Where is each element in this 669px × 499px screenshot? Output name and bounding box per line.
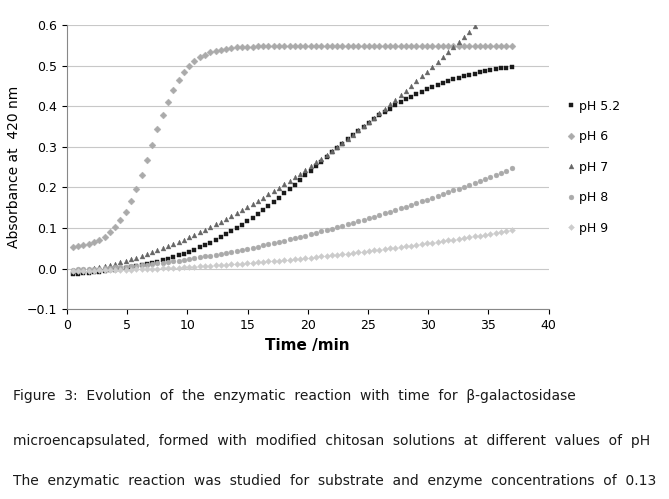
pH 8 (402, 204, 410, 210)
pH 8 (508, 166, 516, 172)
pH 8 (69, 266, 77, 272)
Line: pH 7: pH 7 (70, 0, 514, 273)
pH 6 (508, 43, 516, 49)
pH 7 (402, 88, 410, 94)
Line: pH 5.2: pH 5.2 (70, 64, 514, 276)
pH 8 (74, 266, 82, 272)
pH 5.2 (286, 186, 294, 192)
pH 6 (402, 43, 410, 49)
pH 9 (286, 256, 294, 262)
pH 9 (74, 268, 82, 274)
pH 9 (264, 258, 272, 264)
pH 7 (95, 264, 103, 270)
pH 5.2 (423, 86, 431, 92)
Y-axis label: Absorbance at  420 nm: Absorbance at 420 nm (7, 86, 21, 249)
pH 6 (74, 244, 82, 250)
pH 6 (69, 244, 77, 250)
pH 5.2 (74, 270, 82, 276)
pH 6 (286, 43, 294, 49)
Text: The  enzymatic  reaction  was  studied  for  substrate  and  enzyme  concentrati: The enzymatic reaction was studied for s… (13, 474, 657, 488)
Text: microencapsulated,  formed  with  modified  chitosan  solutions  at  different  : microencapsulated, formed with modified … (13, 434, 650, 448)
Line: pH 6: pH 6 (70, 43, 514, 250)
pH 7 (74, 267, 82, 273)
pH 7 (286, 178, 294, 184)
pH 6 (423, 43, 431, 49)
Text: Figure  3:  Evolution  of  the  enzymatic  reaction  with  time  for  β-galactos: Figure 3: Evolution of the enzymatic rea… (13, 389, 576, 403)
pH 5.2 (69, 271, 77, 277)
Line: pH 9: pH 9 (71, 229, 514, 273)
X-axis label: Time /min: Time /min (266, 338, 350, 353)
Line: pH 8: pH 8 (70, 166, 514, 272)
pH 8 (423, 197, 431, 203)
pH 8 (286, 237, 294, 243)
pH 5.2 (402, 96, 410, 102)
pH 9 (95, 267, 103, 273)
pH 9 (69, 268, 77, 274)
pH 7 (423, 69, 431, 75)
pH 6 (95, 237, 103, 243)
pH 7 (69, 267, 77, 273)
Legend: pH 5.2, pH 6, pH 7, pH 8, pH 9: pH 5.2, pH 6, pH 7, pH 8, pH 9 (565, 97, 623, 237)
pH 9 (508, 228, 516, 234)
pH 5.2 (264, 203, 272, 209)
pH 5.2 (95, 268, 103, 274)
pH 8 (95, 265, 103, 271)
pH 7 (264, 191, 272, 197)
pH 8 (264, 241, 272, 247)
pH 9 (402, 244, 410, 250)
pH 5.2 (508, 64, 516, 70)
pH 9 (423, 241, 431, 247)
pH 6 (264, 43, 272, 49)
